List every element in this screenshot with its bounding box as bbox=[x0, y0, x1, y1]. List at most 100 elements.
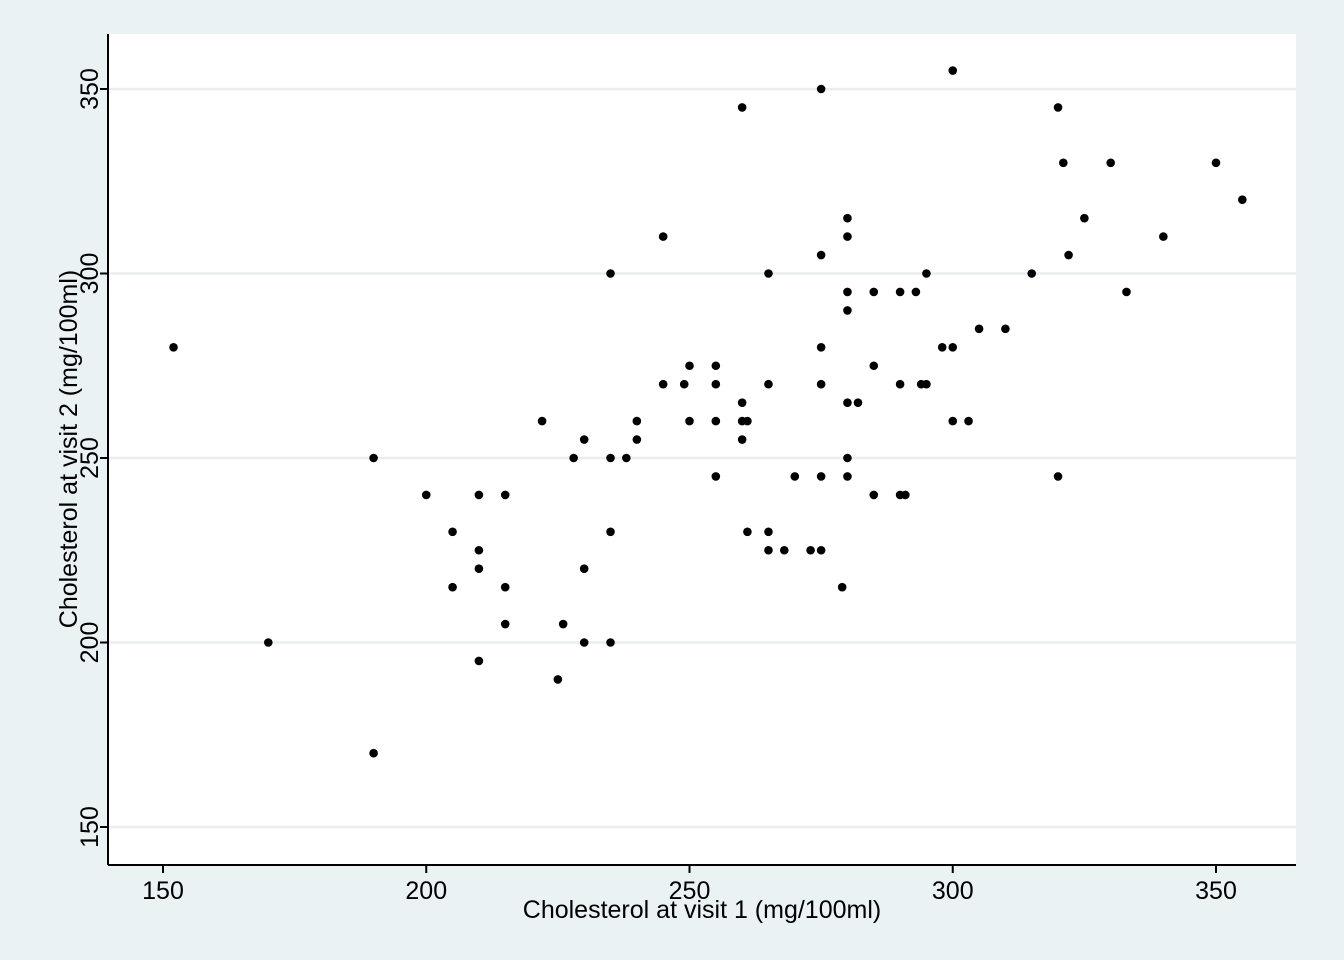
data-point bbox=[474, 545, 484, 555]
data-point bbox=[853, 398, 863, 407]
data-point bbox=[537, 416, 547, 426]
data-point bbox=[743, 416, 752, 426]
data-point bbox=[711, 416, 721, 426]
data-point bbox=[606, 453, 615, 463]
x-tick-label: 250 bbox=[669, 877, 711, 905]
data-point bbox=[816, 343, 826, 352]
data-point bbox=[500, 490, 510, 500]
data-point bbox=[448, 527, 457, 537]
y-axis-ticks: 150 200 250 300 350 bbox=[76, 68, 108, 848]
data-point bbox=[743, 527, 752, 537]
y-tick-label: 300 bbox=[76, 253, 104, 295]
data-point bbox=[1080, 213, 1089, 223]
data-point bbox=[369, 453, 378, 463]
data-point bbox=[448, 582, 457, 592]
x-axis-ticks: 150 200 250 300 350 bbox=[142, 865, 1237, 905]
data-point bbox=[474, 656, 484, 666]
data-point bbox=[843, 398, 852, 407]
data-point bbox=[843, 232, 852, 241]
data-point bbox=[895, 379, 905, 389]
data-point bbox=[632, 435, 642, 444]
data-point bbox=[922, 269, 931, 278]
data-point bbox=[474, 564, 484, 573]
data-point bbox=[579, 564, 589, 573]
x-tick-label: 200 bbox=[405, 877, 447, 905]
data-point bbox=[1027, 269, 1037, 278]
data-point bbox=[606, 269, 615, 278]
x-tick-label: 300 bbox=[932, 877, 974, 905]
data-point bbox=[895, 287, 905, 297]
x-axis-title: Cholesterol at visit 1 (mg/100ml) bbox=[523, 896, 881, 924]
data-point bbox=[764, 379, 773, 389]
data-point bbox=[764, 269, 773, 278]
data-point bbox=[1053, 103, 1063, 112]
data-point bbox=[369, 748, 378, 758]
data-point bbox=[948, 416, 958, 426]
data-point bbox=[764, 545, 773, 555]
data-point bbox=[901, 490, 910, 500]
data-point bbox=[806, 545, 815, 555]
data-point bbox=[658, 232, 668, 241]
data-point bbox=[1001, 324, 1010, 334]
data-point bbox=[622, 453, 631, 463]
data-point bbox=[711, 379, 721, 389]
data-point bbox=[685, 361, 694, 371]
data-point bbox=[169, 343, 178, 352]
data-point bbox=[553, 675, 563, 684]
data-point bbox=[500, 619, 510, 629]
data-point bbox=[711, 472, 721, 481]
y-tick-label: 200 bbox=[76, 622, 104, 664]
data-point bbox=[764, 527, 773, 537]
data-point bbox=[937, 343, 947, 352]
data-point bbox=[1211, 158, 1221, 168]
data-point bbox=[569, 453, 578, 463]
data-point bbox=[1122, 287, 1131, 297]
data-point bbox=[685, 416, 694, 426]
data-point bbox=[579, 435, 589, 444]
data-point bbox=[816, 250, 826, 260]
data-point bbox=[1159, 232, 1168, 241]
data-point bbox=[816, 84, 826, 94]
data-point bbox=[869, 287, 879, 297]
data-point bbox=[737, 103, 747, 112]
data-point bbox=[837, 582, 847, 592]
data-point bbox=[964, 416, 973, 426]
data-point bbox=[843, 453, 852, 463]
data-point bbox=[264, 638, 273, 647]
y-tick-label: 150 bbox=[76, 806, 104, 848]
data-point bbox=[922, 379, 931, 389]
data-points bbox=[169, 66, 1247, 758]
data-point bbox=[779, 545, 789, 555]
data-point bbox=[843, 213, 852, 223]
data-point bbox=[737, 435, 747, 444]
data-point bbox=[911, 287, 921, 297]
x-tick-label: 150 bbox=[142, 877, 184, 905]
data-point bbox=[711, 361, 721, 371]
data-point bbox=[974, 324, 984, 334]
y-axis-title: Cholesterol at visit 2 (mg/100ml) bbox=[55, 270, 83, 628]
plot-area bbox=[108, 34, 1296, 865]
data-point bbox=[790, 472, 800, 481]
data-point bbox=[632, 416, 642, 426]
data-point bbox=[843, 287, 852, 297]
data-point bbox=[558, 619, 568, 629]
data-point bbox=[474, 490, 484, 500]
data-point bbox=[1106, 158, 1115, 168]
data-point bbox=[606, 638, 615, 647]
data-point bbox=[737, 398, 747, 407]
data-point bbox=[1238, 195, 1247, 204]
data-point bbox=[869, 490, 879, 500]
data-point bbox=[816, 472, 826, 481]
data-point bbox=[679, 379, 689, 389]
data-point bbox=[1064, 250, 1073, 260]
data-point bbox=[843, 306, 852, 315]
data-point bbox=[843, 472, 852, 481]
gridlines bbox=[108, 87, 1296, 829]
y-tick-label: 250 bbox=[76, 437, 104, 479]
data-point bbox=[1059, 158, 1068, 168]
data-point bbox=[948, 66, 958, 75]
x-tick-label: 350 bbox=[1195, 877, 1237, 905]
data-point bbox=[500, 582, 510, 592]
y-tick-label: 350 bbox=[76, 68, 104, 110]
